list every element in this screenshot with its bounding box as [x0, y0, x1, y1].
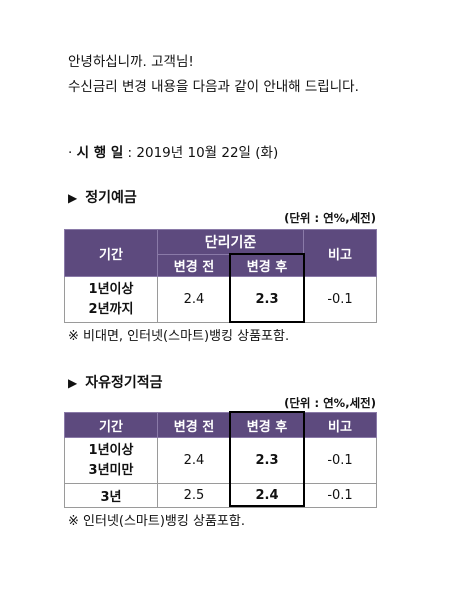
intro-text: 수신금리 변경 내용을 다음과 같이 안내해 드립니다.: [68, 79, 359, 95]
header-before: 변경 전: [157, 254, 231, 277]
before-cell: 2.4: [157, 437, 231, 484]
section2-footnote: ※ 인터넷(스마트)뱅킹 상품포함.: [68, 514, 245, 529]
before-cell: 2.4: [157, 276, 231, 323]
effective-date-label: 시 행 일: [76, 145, 124, 161]
header-simple-interest: 단리기준: [157, 229, 304, 255]
period-cell: 1년이상 3년미만: [64, 437, 158, 484]
after-cell: 2.4: [230, 483, 304, 508]
header-after: 변경 후: [230, 254, 304, 277]
section1-title: 정기예금: [85, 190, 137, 206]
triangle-right-icon: ▶: [68, 376, 78, 390]
separator: :: [123, 145, 137, 161]
triangle-right-icon: ▶: [68, 191, 78, 205]
section2-rate-table: 기간 변경 전 변경 후 비고 1년이상 3년미만 2.4 2.3 -0.1 3…: [64, 412, 377, 508]
section2-unit-note: (단위 : 연%,세전): [284, 396, 376, 410]
header-after: 변경 후: [230, 412, 304, 438]
period-line1: 1년이상: [88, 442, 134, 458]
section2-title: 자유정기적금: [85, 375, 163, 391]
period-line1: 1년이상: [88, 281, 134, 297]
effective-date-value: 2019년 10월 22일 (화): [136, 145, 279, 161]
header-period: 기간: [64, 412, 158, 438]
after-cell: 2.3: [230, 437, 304, 484]
period-cell: 1년이상 2년까지: [64, 276, 158, 323]
period-line2: 3년미만: [88, 462, 134, 478]
header-note: 비고: [303, 229, 377, 277]
period-cell: 3년: [64, 483, 158, 508]
before-cell: 2.5: [157, 483, 231, 508]
section1-unit-note: (단위 : 연%,세전): [284, 211, 376, 225]
section2-heading: ▶ 자유정기적금: [68, 372, 163, 392]
greeting-text: 안녕하십니까. 고객님!: [68, 54, 194, 70]
table-row: 3년 2.5 2.4 -0.1: [64, 483, 377, 508]
effective-date-line: · 시 행 일 : 2019년 10월 22일 (화): [68, 141, 278, 161]
after-cell: 2.3: [230, 276, 304, 323]
header-before: 변경 전: [157, 412, 231, 438]
header-period: 기간: [64, 229, 158, 277]
note-cell: -0.1: [303, 276, 377, 323]
period-line2: 2년까지: [88, 301, 134, 317]
section1-footnote: ※ 비대면, 인터넷(스마트)뱅킹 상품포함.: [68, 329, 290, 344]
section1-heading: ▶ 정기예금: [68, 187, 137, 207]
note-cell: -0.1: [303, 483, 377, 508]
note-cell: -0.1: [303, 437, 377, 484]
table-row: 1년이상 3년미만 2.4 2.3 -0.1: [64, 437, 377, 484]
bullet: ·: [68, 145, 73, 161]
header-note: 비고: [303, 412, 377, 438]
section1-rate-table: 기간 단리기준 비고 변경 전 변경 후 1년이상 2년까지 2.4 2.3 -…: [64, 229, 377, 323]
table-row: 1년이상 2년까지 2.4 2.3 -0.1: [64, 276, 377, 323]
